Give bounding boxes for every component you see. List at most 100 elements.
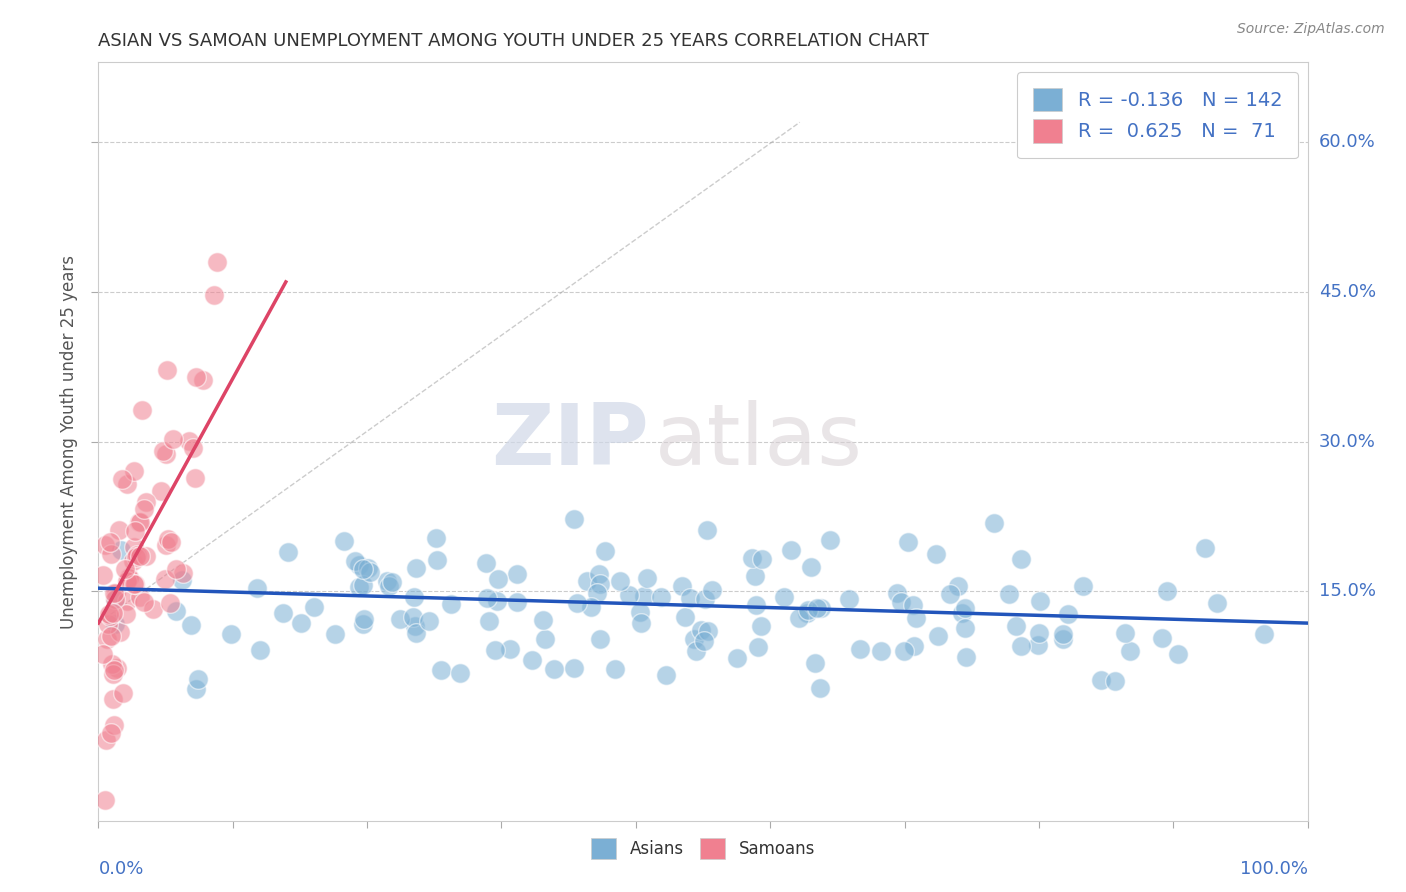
Point (1057, 607, 1080, 622)
Point (100, 629, 122, 643)
Point (751, 618, 773, 632)
Point (117, 574, 139, 588)
Point (389, 612, 412, 626)
Point (156, 363, 179, 377)
Point (499, 642, 522, 657)
Point (903, 639, 925, 653)
Point (191, 373, 214, 387)
Point (165, 604, 187, 618)
Point (901, 598, 924, 612)
Point (939, 587, 962, 601)
Point (1104, 674, 1126, 689)
Point (671, 579, 693, 593)
Point (277, 545, 299, 559)
Point (747, 640, 769, 654)
Point (183, 471, 205, 485)
Point (104, 616, 127, 631)
Legend: Asians, Samoans: Asians, Samoans (582, 830, 824, 867)
Point (118, 571, 141, 585)
Point (478, 615, 501, 629)
Point (246, 581, 269, 595)
Point (221, 626, 243, 640)
Point (589, 576, 612, 591)
Text: Source: ZipAtlas.com: Source: ZipAtlas.com (1237, 22, 1385, 37)
Point (506, 567, 529, 582)
Point (870, 644, 893, 658)
Point (418, 614, 440, 628)
Point (696, 624, 718, 639)
Point (129, 549, 152, 563)
Point (1010, 639, 1032, 653)
Point (426, 553, 449, 567)
Point (180, 617, 202, 632)
Point (103, 691, 125, 706)
Point (1119, 644, 1142, 658)
Point (796, 606, 818, 620)
Point (693, 592, 716, 607)
Point (156, 533, 179, 547)
Point (377, 579, 399, 593)
Point (685, 644, 707, 658)
Point (477, 591, 499, 605)
Point (405, 626, 427, 640)
Point (1206, 596, 1229, 610)
Point (693, 633, 716, 648)
Point (955, 621, 977, 635)
Point (893, 644, 915, 658)
Point (603, 662, 626, 676)
Point (1114, 626, 1136, 640)
Point (484, 643, 506, 657)
Point (818, 533, 841, 547)
Point (745, 599, 768, 613)
Text: 0.0%: 0.0% (98, 860, 143, 878)
Point (488, 572, 510, 586)
Y-axis label: Unemployment Among Youth under 25 years: Unemployment Among Youth under 25 years (59, 254, 77, 629)
Point (94, 732, 117, 747)
Point (683, 632, 706, 647)
Point (290, 616, 312, 631)
Point (439, 598, 461, 612)
Point (617, 588, 640, 602)
Point (690, 623, 713, 637)
Point (115, 594, 138, 608)
Point (953, 600, 976, 615)
Point (118, 570, 141, 584)
Point (112, 686, 135, 700)
Point (531, 613, 554, 627)
Point (93, 567, 115, 582)
Point (804, 657, 827, 671)
Point (402, 609, 425, 624)
Point (650, 591, 672, 605)
Point (897, 535, 920, 549)
Point (806, 601, 828, 615)
Point (593, 544, 616, 558)
Point (1052, 632, 1074, 646)
Point (796, 603, 818, 617)
Point (562, 661, 585, 675)
Point (1026, 639, 1049, 653)
Point (609, 574, 631, 589)
Point (105, 661, 128, 675)
Point (155, 447, 177, 461)
Point (115, 477, 138, 491)
Point (905, 611, 928, 625)
Point (101, 667, 124, 681)
Point (655, 667, 678, 681)
Point (184, 369, 207, 384)
Point (110, 471, 132, 485)
Point (575, 574, 598, 588)
Point (103, 718, 125, 732)
Point (131, 403, 153, 417)
Point (159, 535, 181, 549)
Point (405, 561, 427, 575)
Point (588, 566, 610, 581)
Point (772, 591, 794, 605)
Point (808, 681, 831, 696)
Point (927, 629, 949, 643)
Point (122, 554, 145, 568)
Point (741, 551, 763, 566)
Point (381, 575, 404, 590)
Text: 30.0%: 30.0% (1319, 433, 1375, 450)
Point (304, 599, 326, 614)
Point (404, 618, 426, 632)
